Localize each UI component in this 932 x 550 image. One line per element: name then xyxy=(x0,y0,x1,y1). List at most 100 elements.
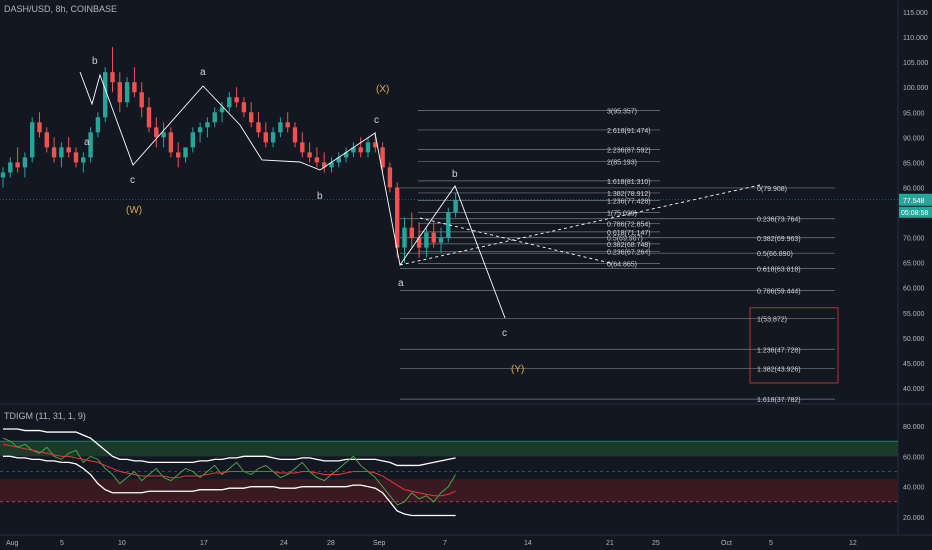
wave-labels: (W) (X) (Y) a b c a b c a b c xyxy=(84,56,524,375)
fib-label: 0.618(71.147) xyxy=(607,230,651,237)
candle-body xyxy=(117,82,122,103)
fib-label: 2.618(91.474) xyxy=(607,128,651,135)
candle-body xyxy=(95,117,101,133)
time-tick: 14 xyxy=(524,540,532,547)
fib-label-right: 1.382(43.926) xyxy=(757,366,801,373)
candle-body xyxy=(387,167,393,188)
fib-label: 1(75.029) xyxy=(607,210,637,217)
price-tick: 40.000 xyxy=(903,386,925,393)
candle-body xyxy=(351,147,356,153)
price-tick: 60.000 xyxy=(903,286,925,293)
price-tick: 110.000 xyxy=(903,35,928,42)
fib-label: 3(95.357) xyxy=(607,108,637,115)
candle-body xyxy=(270,132,276,143)
candle-body xyxy=(395,187,400,248)
current-price-tag xyxy=(899,193,932,206)
indicator-tick: 40.000 xyxy=(903,485,925,492)
candle-body xyxy=(263,132,268,143)
price-tick: 70.000 xyxy=(903,236,925,243)
wave-label-X: (X) xyxy=(376,84,389,95)
fib-label-right: 0.236(73.764) xyxy=(757,217,801,224)
fib-label-right: 0.618(63.818) xyxy=(757,267,801,274)
fib-label: 1.236(77.428) xyxy=(607,198,651,205)
time-tick: Sep xyxy=(373,540,386,547)
fib-label: 1.618(81.310) xyxy=(607,179,651,186)
wave-label: c xyxy=(374,115,379,126)
tdi-upper-band xyxy=(3,428,456,467)
candle-body xyxy=(365,142,371,153)
candle-body xyxy=(380,147,385,168)
indicator-tick: 60.000 xyxy=(903,454,925,461)
fib-label: 0.382(68.748) xyxy=(607,242,651,249)
candle-body xyxy=(285,122,290,128)
candle-body xyxy=(300,142,305,153)
symbol-header[interactable]: DASH/USD, 8h, COINBASE xyxy=(4,4,118,14)
candle-body xyxy=(343,152,349,158)
candle-body xyxy=(227,97,232,108)
wave-label: b xyxy=(317,191,323,202)
price-tick: 115.000 xyxy=(903,10,928,17)
fib-label: 0.5(69.987) xyxy=(607,236,643,243)
candle-body xyxy=(8,162,13,173)
wave-label: a xyxy=(200,67,206,78)
time-tick: 5 xyxy=(60,540,64,547)
candle-body xyxy=(322,162,327,168)
fib-label-right: 0.5(66.890) xyxy=(757,251,793,258)
fib-label-right: 1(53.872) xyxy=(757,316,787,323)
fib-label: 2(85.193) xyxy=(607,159,637,166)
fib-label-right: 1.236(47.728) xyxy=(757,347,801,354)
fib-label: 0.236(67.264) xyxy=(607,249,651,256)
candle-body xyxy=(124,82,130,103)
time-tick: 24 xyxy=(280,540,288,547)
fib-label: 0(64.865) xyxy=(607,261,637,268)
candle-body xyxy=(66,147,71,153)
wave-label: b xyxy=(452,169,458,180)
candle-body xyxy=(132,82,137,93)
candle-body xyxy=(110,72,115,83)
candle-body xyxy=(37,122,42,133)
price-tick: 65.000 xyxy=(903,261,925,268)
candle-body xyxy=(446,212,451,238)
tdi-price-line xyxy=(2,437,456,506)
fib-label: 2.236(87.592) xyxy=(607,147,651,154)
price-tick: 55.000 xyxy=(903,311,925,318)
time-tick: 28 xyxy=(327,540,335,547)
indicator-header[interactable]: TDIGM (11, 31, 1, 9) xyxy=(4,411,86,421)
time-tick: 5 xyxy=(769,540,773,547)
price-tick: 45.000 xyxy=(903,361,925,368)
candle-body xyxy=(256,122,261,133)
countdown-text: 05:08:58 xyxy=(901,210,928,217)
fib-label: 1.382(78.912) xyxy=(607,191,651,198)
price-tick: 95.000 xyxy=(903,110,925,117)
candle-body xyxy=(438,237,444,243)
candle-body xyxy=(402,227,407,248)
trend-projection-dashed xyxy=(399,184,761,266)
candle-body xyxy=(453,200,458,213)
tdi-lower-band xyxy=(3,455,456,517)
fib-label-right: 0.786(59.444) xyxy=(757,289,801,296)
candle-body xyxy=(416,237,422,248)
candle-body xyxy=(146,107,152,128)
price-tick: 50.000 xyxy=(903,336,925,343)
indicator-tick: 20.000 xyxy=(903,515,925,522)
candle-body xyxy=(212,112,217,123)
candle-body xyxy=(176,152,181,158)
candle-body xyxy=(73,152,79,163)
current-price-text: 77.548 xyxy=(903,198,925,205)
wave-label: c xyxy=(502,328,507,339)
candle-body xyxy=(44,132,49,148)
candle-body xyxy=(103,72,108,118)
price-tick: 105.000 xyxy=(903,60,928,67)
candle-body xyxy=(168,132,174,153)
wave-label: c xyxy=(130,175,135,186)
candle-body xyxy=(329,162,334,168)
wave-label-Y: (Y) xyxy=(511,364,524,375)
candle-body xyxy=(358,147,363,153)
candle-body xyxy=(161,132,166,138)
time-tick: 10 xyxy=(118,540,126,547)
fib-label: 0.786(72.854) xyxy=(607,221,651,228)
price-candles xyxy=(0,47,458,263)
candle-body xyxy=(154,127,159,138)
candle-body xyxy=(373,142,378,148)
